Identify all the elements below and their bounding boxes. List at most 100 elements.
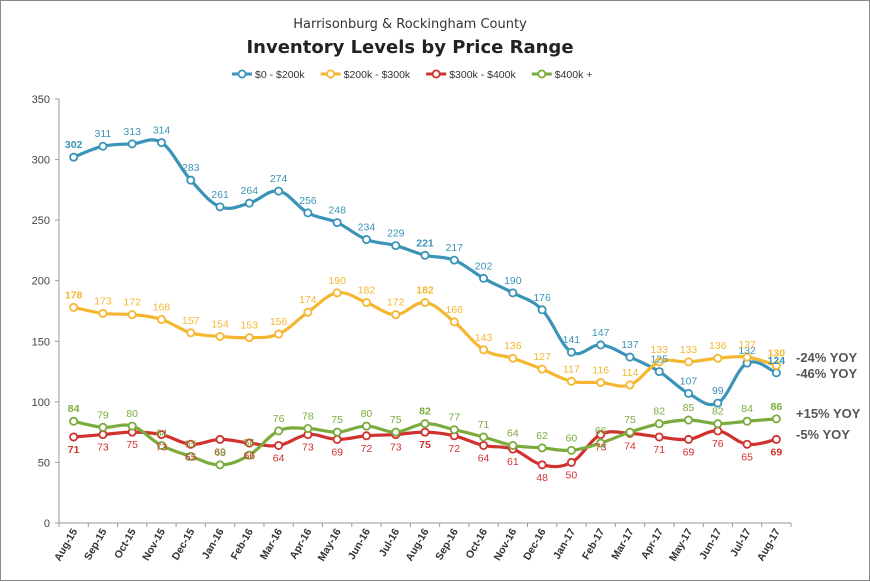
yoy-annotation: -46% YOY	[796, 366, 858, 381]
data-label: 141	[563, 334, 581, 346]
data-label: 182	[358, 285, 376, 297]
data-point	[449, 255, 459, 265]
data-label: 221	[416, 237, 434, 249]
data-point	[98, 430, 108, 440]
data-label: 62	[536, 430, 548, 442]
data-point	[156, 440, 166, 450]
data-point	[127, 139, 137, 149]
data-label: 73	[302, 442, 314, 454]
data-point	[479, 432, 489, 442]
y-tick-label: 300	[32, 155, 50, 167]
legend-marker	[431, 69, 441, 79]
data-point	[596, 377, 606, 387]
x-tick-label: Jan-16	[200, 526, 227, 561]
x-tick-label: Aug-16	[403, 526, 431, 563]
data-label: 190	[328, 275, 346, 287]
legend-marker	[537, 69, 547, 79]
x-tick-label: Feb-17	[580, 526, 607, 561]
legend-marker	[326, 69, 336, 79]
data-point	[508, 440, 518, 450]
data-label: 256	[299, 195, 317, 207]
data-label: 132	[738, 345, 756, 357]
legend-item-1: $200k - $300k	[320, 69, 411, 81]
data-point	[596, 438, 606, 448]
data-point	[566, 457, 576, 467]
data-label: 73	[390, 442, 402, 454]
data-point	[361, 421, 371, 431]
data-label: 71	[68, 444, 80, 456]
data-point	[98, 308, 108, 318]
data-label: 136	[709, 340, 727, 352]
data-label: 217	[446, 242, 464, 254]
data-point	[361, 431, 371, 441]
data-label: 80	[126, 408, 138, 420]
data-label: 77	[448, 412, 460, 424]
yoy-annotation: -5% YOY	[796, 427, 850, 442]
data-label: 78	[302, 411, 314, 423]
data-point	[684, 388, 694, 398]
data-label: 174	[299, 294, 317, 306]
data-point	[244, 450, 254, 460]
data-label: 143	[475, 332, 493, 344]
data-point	[713, 398, 723, 408]
x-tick-label: Aug-17	[755, 526, 783, 563]
yoy-annotation: -24% YOY	[796, 350, 858, 365]
data-label: 176	[533, 292, 551, 304]
data-label: 178	[65, 289, 83, 301]
data-label: 76	[273, 413, 285, 425]
data-label: 65	[741, 451, 753, 463]
data-label: 55	[185, 438, 197, 450]
data-label: 76	[712, 438, 724, 450]
chart-title: Inventory Levels by Price Range	[246, 37, 573, 58]
x-tick-label: Apr-16	[287, 526, 314, 561]
data-label: 137	[738, 339, 756, 351]
data-label: 61	[507, 456, 519, 468]
series-lines	[69, 138, 781, 470]
data-label: 172	[123, 297, 141, 309]
data-point	[566, 347, 576, 357]
data-point	[156, 314, 166, 324]
data-label: 69	[214, 446, 226, 458]
data-point	[186, 439, 196, 449]
data-point	[596, 430, 606, 440]
data-point	[537, 460, 547, 470]
data-point	[391, 241, 401, 251]
data-point	[684, 415, 694, 425]
data-point	[361, 235, 371, 245]
data-label: 74	[624, 440, 636, 452]
data-label: 71	[478, 419, 490, 431]
data-label: 82	[653, 406, 665, 418]
data-point	[479, 440, 489, 450]
data-point	[713, 353, 723, 363]
data-point	[244, 333, 254, 343]
data-label: 124	[768, 355, 786, 367]
data-label: 153	[241, 320, 259, 332]
data-label: 156	[270, 316, 288, 328]
data-point	[508, 288, 518, 298]
data-label: 133	[680, 344, 698, 356]
data-point	[215, 434, 225, 444]
data-label: 157	[182, 315, 200, 327]
data-point	[127, 421, 137, 431]
data-point	[684, 434, 694, 444]
y-tick-label: 250	[32, 215, 50, 227]
x-tick-label: Nov-15	[140, 526, 168, 562]
data-label: 190	[504, 275, 522, 287]
data-label: 75	[624, 414, 636, 426]
data-label: 73	[595, 442, 607, 454]
data-point	[186, 451, 196, 461]
data-point	[332, 427, 342, 437]
data-label: 64	[478, 452, 490, 464]
legend-label: $200k - $300k	[344, 69, 411, 81]
data-label: 166	[446, 304, 464, 316]
x-tick-label: Jul-16	[377, 526, 403, 558]
data-label: 66	[243, 450, 255, 462]
data-label: 125	[650, 354, 668, 366]
data-label: 60	[566, 432, 578, 444]
data-point	[625, 427, 635, 437]
data-point	[537, 305, 547, 315]
data-point	[215, 331, 225, 341]
data-point	[69, 416, 79, 426]
data-point	[771, 361, 781, 371]
